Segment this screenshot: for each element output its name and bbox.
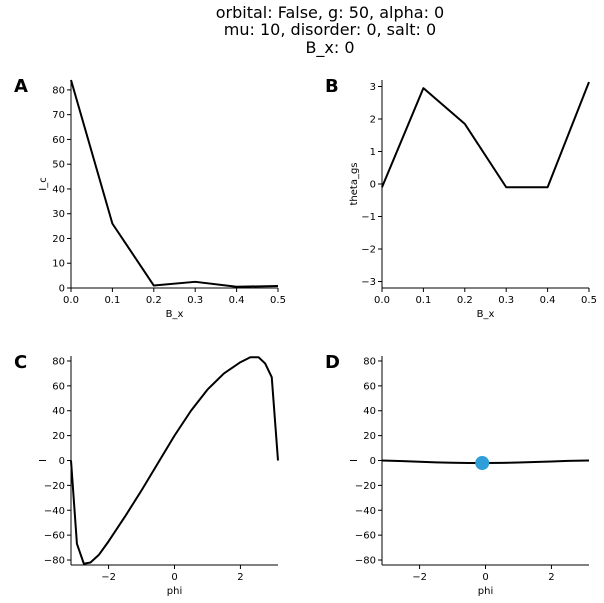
- x-tick-label: 2: [548, 572, 554, 583]
- y-axis-label: I: [38, 459, 49, 462]
- y-tick-label: 0: [59, 284, 65, 295]
- panel-letter-d: D: [325, 352, 340, 373]
- y-tick-label: 3: [370, 82, 376, 93]
- x-axis-label: phi: [478, 586, 493, 597]
- x-tick-label: 0.5: [270, 295, 286, 306]
- x-tick-label: 0: [482, 572, 488, 583]
- y-tick-label: 30: [52, 209, 65, 220]
- y-tick-label: 60: [52, 381, 65, 392]
- y-tick-label: 1: [370, 147, 376, 158]
- y-tick-label: 0: [370, 180, 376, 191]
- panel-letter-b: B: [325, 76, 339, 97]
- y-tick-label: 20: [52, 431, 65, 442]
- x-tick-label: 0: [171, 572, 177, 583]
- y-axis-label: I_c: [38, 177, 49, 190]
- x-tick-label: 0.0: [63, 295, 79, 306]
- figure-title-line-3: B_x: 0: [305, 38, 354, 58]
- y-tick-label: −60: [44, 531, 65, 542]
- panel-letter-c: C: [14, 352, 27, 373]
- y-tick-label: 70: [52, 110, 65, 121]
- x-axis-label: phi: [167, 586, 182, 597]
- x-tick-label: 0.4: [229, 295, 245, 306]
- figure-title-line-1: orbital: False, g: 50, alpha: 0: [216, 3, 444, 22]
- y-tick-label: 10: [52, 259, 65, 270]
- x-tick-label: 0.0: [374, 295, 390, 306]
- y-tick-label: −2: [361, 245, 376, 256]
- chart-panel-a: 0.0 0.1 0.2 0.3 0.4 0.5 0 10 20 30 40 50 60 70 80 B_x I_…: [38, 79, 286, 320]
- x-tick-label: 0.4: [540, 295, 556, 306]
- x-tick-label: 0.1: [415, 295, 431, 306]
- y-tick-label: 0: [370, 456, 376, 467]
- x-axis-label: B_x: [166, 309, 184, 320]
- y-tick-label: 0: [59, 456, 65, 467]
- series-line: [381, 81, 590, 189]
- y-tick-label: −40: [355, 506, 376, 517]
- series-line: [70, 79, 279, 288]
- y-tick-label: −3: [361, 277, 376, 288]
- figure-title: orbital: False, g: 50, alpha: 0 mu: 10, …: [216, 3, 444, 58]
- x-tick-label: −2: [101, 572, 116, 583]
- x-tick-label: 0.1: [104, 295, 120, 306]
- y-tick-label: 40: [52, 184, 65, 195]
- series-line: [70, 356, 279, 565]
- y-tick-label: −80: [355, 556, 376, 567]
- y-tick-label: −40: [44, 506, 65, 517]
- x-tick-label: 0.3: [498, 295, 514, 306]
- y-axis-label: I: [349, 459, 360, 462]
- y-tick-label: −60: [355, 531, 376, 542]
- y-tick-label: 20: [363, 431, 376, 442]
- x-axis-label: B_x: [477, 309, 495, 320]
- y-tick-label: 60: [363, 381, 376, 392]
- panel-letter-a: A: [14, 76, 28, 97]
- x-tick-label: 0.2: [457, 295, 473, 306]
- x-tick-label: 0.2: [146, 295, 162, 306]
- y-tick-label: 80: [52, 85, 65, 96]
- y-tick-label: 40: [363, 406, 376, 417]
- y-tick-label: 50: [52, 160, 65, 171]
- y-tick-label: −1: [361, 212, 376, 223]
- y-tick-label: −80: [44, 556, 65, 567]
- y-tick-label: 80: [52, 356, 65, 367]
- x-tick-label: 0.3: [187, 295, 203, 306]
- x-tick-label: 2: [237, 572, 243, 583]
- y-tick-label: 60: [52, 135, 65, 146]
- chart-panel-b: 0.0 0.1 0.2 0.3 0.4 0.5 −3 −2 −1 0 1 2 3 B_x theta_gs: [349, 80, 597, 320]
- y-tick-label: 40: [52, 406, 65, 417]
- y-tick-label: 80: [363, 356, 376, 367]
- y-tick-label: −20: [44, 481, 65, 492]
- y-tick-label: 20: [52, 234, 65, 245]
- y-tick-label: 2: [370, 115, 376, 126]
- figure-title-line-2: mu: 10, disorder: 0, salt: 0: [224, 20, 436, 39]
- x-tick-label: 0.5: [581, 295, 597, 306]
- x-tick-label: −2: [412, 572, 427, 583]
- y-axis-label: theta_gs: [349, 162, 360, 205]
- highlight-marker: [475, 455, 490, 470]
- y-tick-label: −20: [355, 481, 376, 492]
